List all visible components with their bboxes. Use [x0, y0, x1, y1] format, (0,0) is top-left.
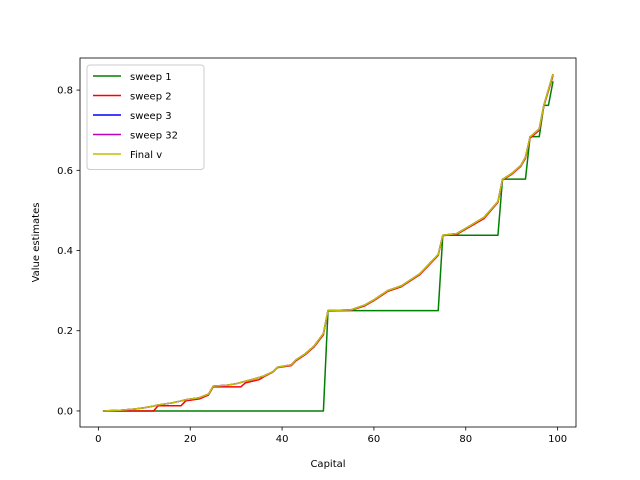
y-tick-label: 0.4	[57, 246, 73, 257]
series-layer	[102, 73, 554, 412]
y-tick-label: 0.0	[57, 406, 73, 417]
x-tick-label: 40	[276, 434, 289, 445]
legend-box	[86, 64, 205, 170]
x-tick-label: 80	[459, 434, 472, 445]
x-tick-label: 20	[184, 434, 197, 445]
x-tick-label: 100	[548, 434, 567, 445]
y-tick-label: 0.8	[57, 86, 73, 97]
y-axis-label: Value estimates	[31, 203, 42, 283]
x-tick-label: 60	[368, 434, 381, 445]
legend-label: sweep 1	[130, 72, 172, 83]
y-tick-label: 0.6	[57, 166, 73, 177]
legend-label: Final v	[130, 150, 162, 161]
y-tick-label: 0.2	[57, 326, 73, 337]
ticks-layer: 0 20 40 60 80 100 0.0 0.2 0.4 0.6 0.8	[57, 86, 567, 445]
x-tick-label: 0	[95, 434, 101, 445]
legend-label: sweep 3	[130, 111, 172, 122]
x-axis-label: Capital	[310, 459, 345, 470]
series-line-5	[102, 73, 554, 412]
legend-label: sweep 2	[130, 91, 172, 102]
plot-frame	[79, 57, 577, 428]
legend-label: sweep 32	[130, 130, 178, 141]
legend: sweep 1 sweep 2 sweep 3 sweep 32 Final v	[86, 64, 205, 170]
